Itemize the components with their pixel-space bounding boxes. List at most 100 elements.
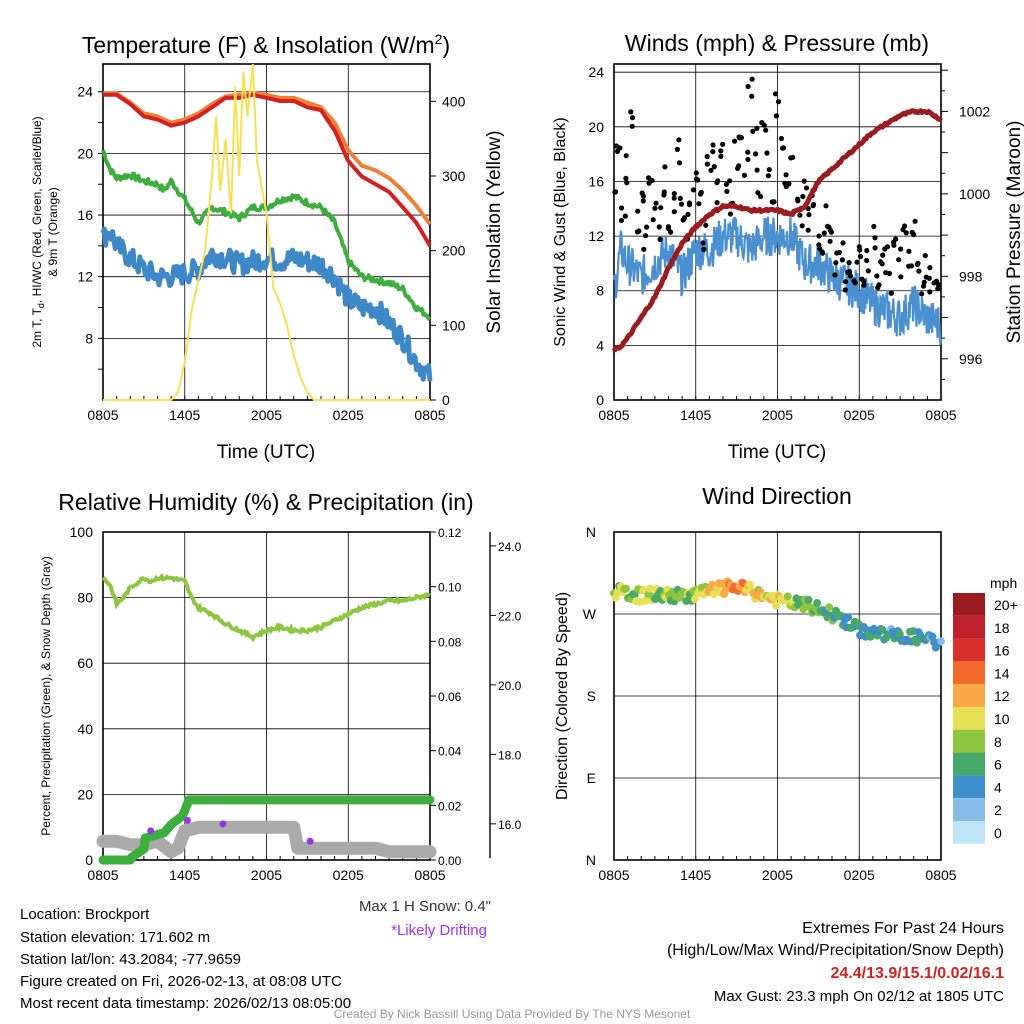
gust-point [764, 150, 770, 156]
gust-point [622, 213, 628, 219]
precip-ytick-label: 0.08 [438, 635, 462, 649]
gust-point [820, 250, 826, 256]
figure-created: Figure created on Fri, 2026-02-13, at 08… [20, 973, 342, 990]
snow-depth-line [96, 820, 437, 859]
dir-frame [613, 531, 942, 861]
gust-point [727, 211, 734, 217]
wind-xtick-label: 0205 [844, 407, 875, 423]
gust-point [782, 180, 788, 186]
wind-ytick-label: 0 [596, 392, 604, 408]
gust-point [898, 246, 904, 252]
gust-point [871, 223, 877, 230]
temp-ytick-label: 16 [77, 207, 93, 223]
gust-point [693, 170, 699, 176]
gust-point [718, 153, 724, 159]
gust-point [723, 181, 730, 187]
gust-point [874, 273, 880, 279]
gust-point [704, 153, 710, 160]
solar-ytick-label: 400 [442, 93, 466, 109]
gust-point [923, 274, 929, 280]
series-2m-t [102, 92, 432, 247]
gust-point [824, 223, 831, 229]
gust-point [840, 240, 846, 246]
gust-point [732, 138, 738, 144]
gust-point [906, 248, 912, 254]
pressure-ytick-label: 1002 [959, 103, 990, 119]
wind-xtick-label: 1405 [680, 407, 711, 423]
gust-point [821, 230, 827, 236]
gust-point [772, 91, 779, 97]
temp-yaxis-label: 2m T, Td, HI/WC (Red, Green, Scarlet/Blu… [30, 116, 46, 347]
gust-point [875, 285, 881, 291]
solar-insolation-line [103, 63, 430, 401]
dir-chart-title: Wind Direction [702, 483, 852, 509]
colorbar-label: 10 [994, 711, 1010, 727]
wind-ytick-label: 24 [588, 64, 604, 80]
colorbar-label: 0 [994, 825, 1002, 841]
gust-point [761, 122, 767, 128]
gust-point [749, 93, 755, 99]
colorbar-label: 2 [994, 802, 1002, 818]
series-hi-wc [100, 226, 433, 382]
gust-point [665, 226, 672, 232]
gust-point [703, 222, 709, 228]
rh-ytick-label: 0 [85, 852, 93, 868]
gust-point [765, 173, 772, 179]
temp-xaxis-label: Time (UTC) [217, 442, 316, 463]
colorbar-swatch [953, 707, 985, 730]
pressure-ytick-label: 1000 [959, 186, 990, 202]
drifting-marker [147, 827, 155, 835]
gust-point [919, 291, 925, 297]
direction-point [895, 629, 904, 638]
gust-point [635, 208, 641, 214]
temp-xtick-label: 0205 [333, 407, 364, 423]
colorbar-swatch [953, 821, 985, 844]
rh-xtick-label: 0805 [87, 867, 118, 883]
gust-point [640, 198, 646, 204]
gust-point [783, 172, 789, 178]
gust-point [852, 280, 858, 286]
max-gust: Max Gust: 23.3 mph On 02/12 at 1805 UTC [713, 988, 1004, 1005]
gust-point [629, 123, 635, 129]
gust-point [927, 289, 933, 295]
pressure-ytick-label: 998 [959, 268, 983, 284]
credit: Created By Nick Bassill Using Data Provi… [333, 1007, 691, 1021]
extremes-title: Extremes For Past 24 Hours [802, 920, 1004, 937]
gust-point [927, 265, 933, 271]
gust-point [803, 185, 810, 191]
gust-point [749, 76, 755, 82]
station-latlon: Station lat/lon: 43.2084; -77.9659 [20, 951, 242, 968]
gust-point [646, 175, 652, 181]
gust-point [823, 203, 829, 209]
drifting-marker [183, 816, 191, 824]
gust-point [896, 257, 902, 263]
station-elevation: Station elevation: 171.602 m [20, 929, 211, 946]
gust-point [800, 193, 806, 200]
gust-point [770, 199, 776, 205]
gust-point [911, 232, 917, 238]
gust-point [671, 195, 677, 201]
rh-ytick-label: 60 [77, 655, 93, 671]
gust-point [810, 203, 816, 209]
gust-point [861, 282, 867, 288]
gust-point [676, 160, 683, 166]
gust-point [898, 274, 904, 280]
gust-point [755, 190, 761, 196]
colorbar-label: 6 [994, 757, 1002, 773]
dir-ytick-label: E [587, 770, 596, 786]
pressure-ytick-label: 996 [959, 351, 983, 367]
series-dewpoint [101, 149, 431, 322]
gust-point [677, 195, 683, 201]
gust-point [854, 259, 860, 265]
gust-point [872, 245, 878, 251]
wind-xtick-label: 0805 [598, 407, 629, 423]
solar-ytick-label: 200 [442, 243, 466, 259]
gust-point [842, 279, 849, 285]
gust-point [710, 149, 716, 155]
gust-point [681, 215, 688, 221]
gust-point [612, 189, 618, 195]
solar-ytick-label: 0 [442, 392, 450, 408]
gust-point [724, 188, 730, 194]
gust-point [618, 205, 625, 211]
